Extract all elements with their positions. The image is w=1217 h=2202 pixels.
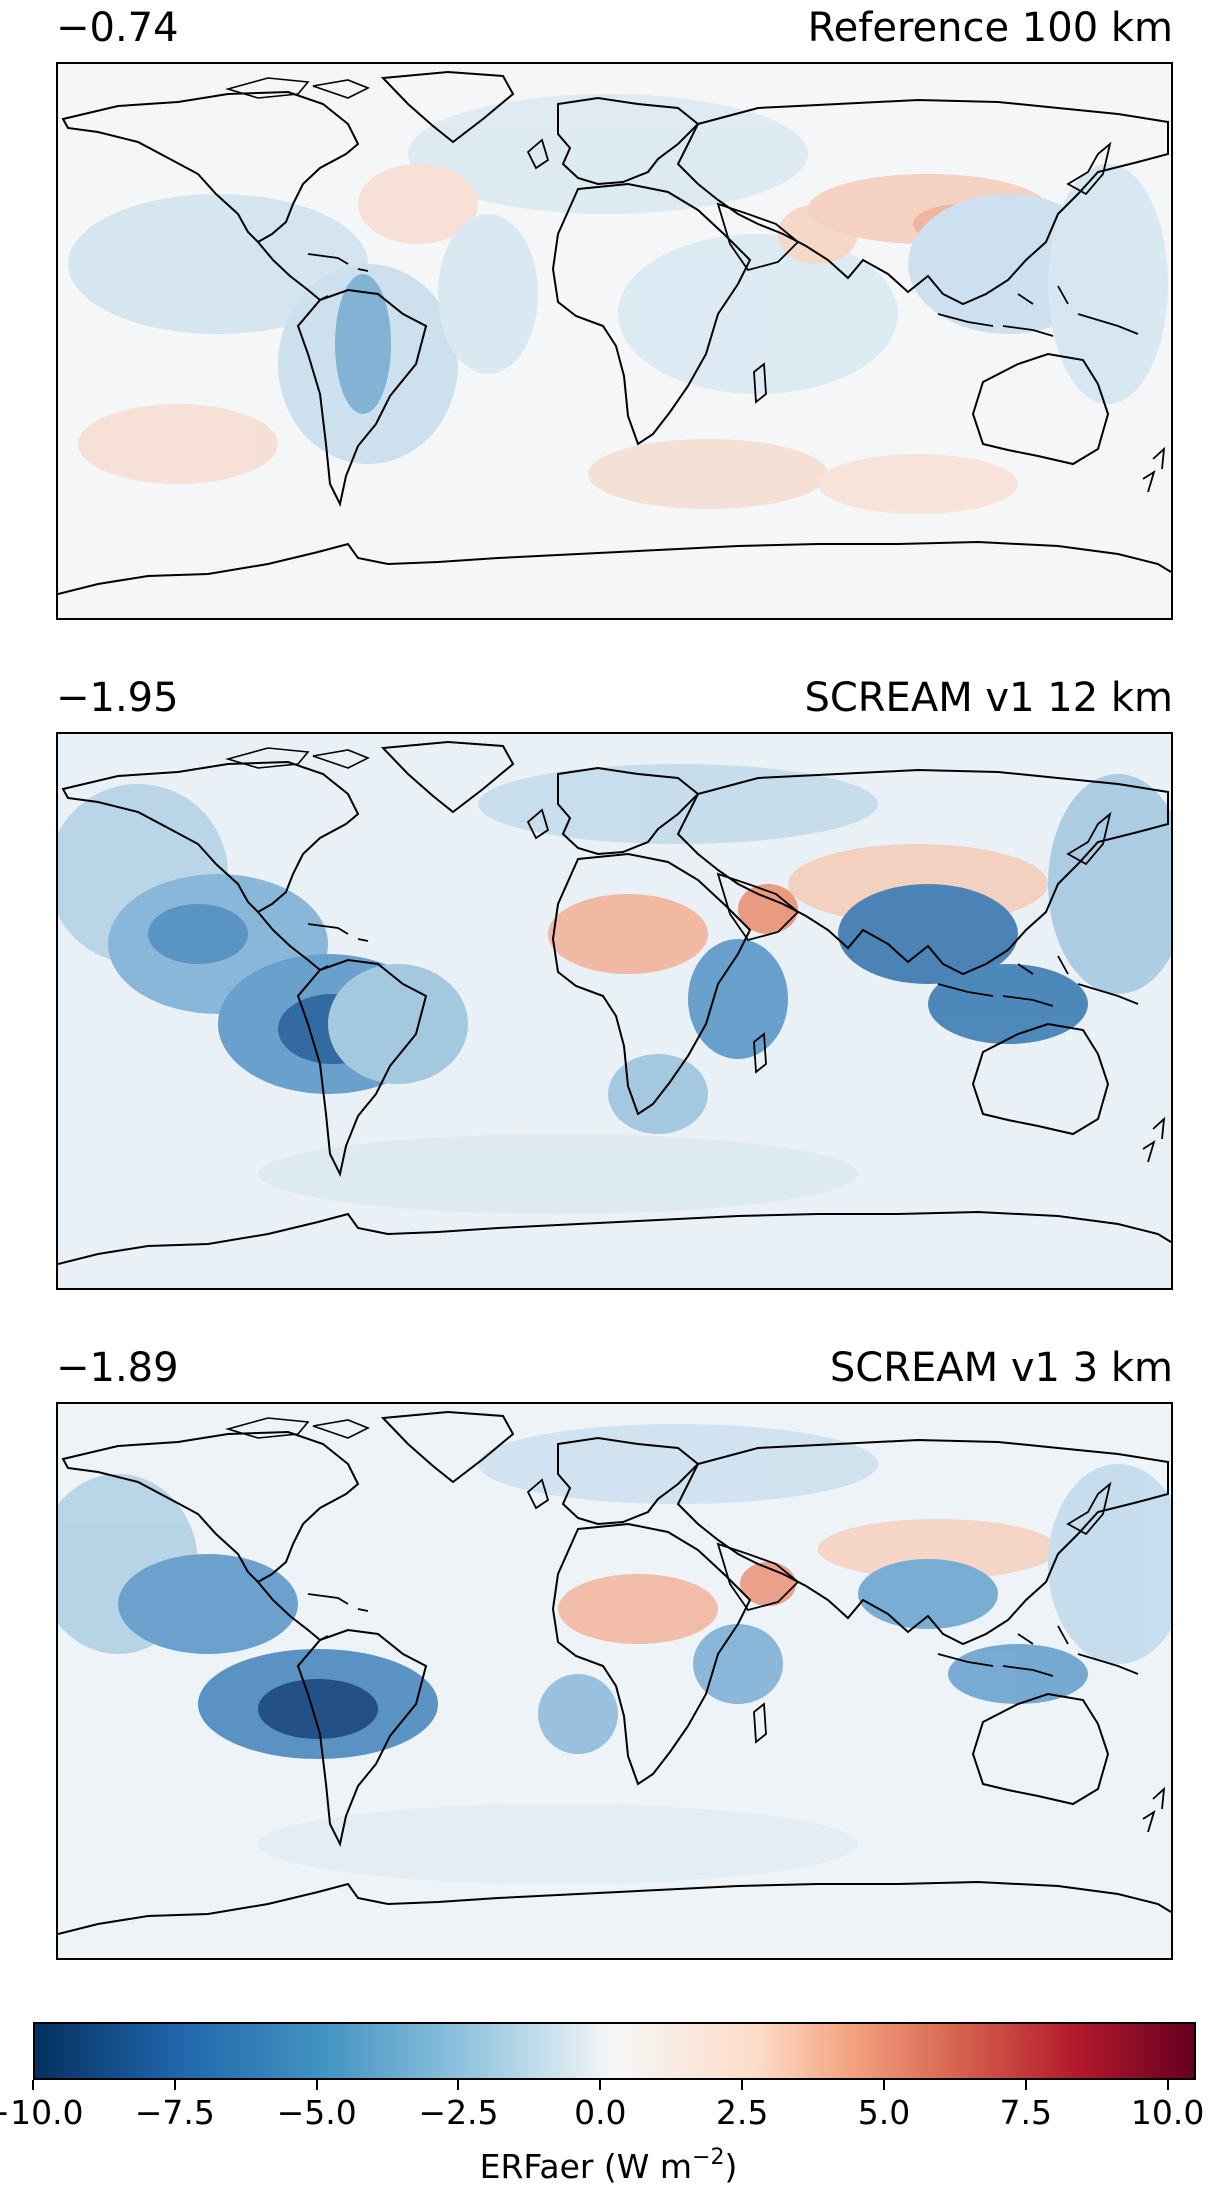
world-map [56,1402,1173,1960]
colorbar-tick-label: −7.5 [134,2093,215,2132]
colorbar [33,2022,1196,2080]
world-map-graphic [58,64,1171,618]
colorbar-label: ERFaer (W m−2) [479,2145,738,2187]
world-map [56,732,1173,1290]
colorbar-tick [599,2080,602,2090]
colorbar-tick [1166,2080,1169,2090]
colorbar-tick-label: −10.0 [0,2093,84,2132]
global-mean-value: −1.89 [56,1345,179,1391]
colorbar-tick-label: 10.0 [1130,2093,1205,2132]
panel-title: Reference 100 km [807,5,1173,51]
colorbar-tick [32,2080,34,2090]
colorbar-tick [315,2080,318,2090]
colorbar-tick-label: −2.5 [418,2093,499,2132]
colorbar-tick-label: 5.0 [857,2093,911,2132]
colorbar-tick [173,2080,176,2090]
colorbar-tick-label: −5.0 [276,2093,357,2132]
colorbar-tick [882,2080,885,2090]
global-mean-value: −0.74 [56,5,179,51]
world-map-graphic [58,1404,1171,1958]
colorbar-tick-label: 0.0 [574,2093,627,2132]
colorbar-tick [741,2080,744,2090]
colorbar-ticks: −10.0 −7.5 −5.0 −2.5 0.0 2.5 5.0 7.5 10.0 [0,2080,1204,2190]
colorbar-tick-label: 7.5 [999,2093,1053,2132]
colorbar-tick-label: 2.5 [715,2093,769,2132]
panel-title: SCREAM v1 12 km [804,675,1173,721]
global-mean-value: −1.95 [56,675,179,721]
world-map [56,62,1173,620]
panel-title: SCREAM v1 3 km [829,1345,1173,1391]
colorbar-tick [1024,2080,1027,2090]
world-map-graphic [58,734,1171,1288]
colorbar-tick [457,2080,460,2090]
